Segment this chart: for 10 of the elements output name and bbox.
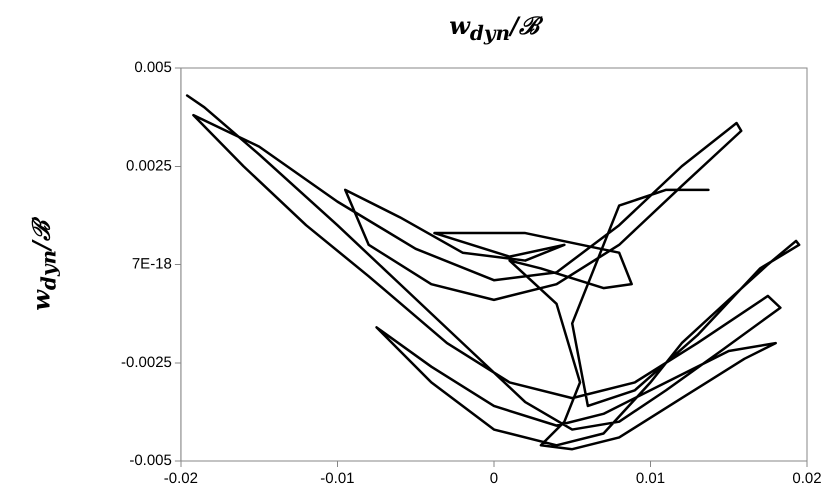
y-tick-label: -0.0025	[121, 354, 172, 371]
y-tick-label: 0.0025	[126, 157, 172, 174]
x-tick-label: 0	[490, 470, 498, 488]
x-tick-label: 0.02	[792, 470, 822, 488]
y-tick-label: -0.005	[129, 452, 172, 470]
x-tick-label: -0.01	[320, 470, 355, 488]
x-tick-label: -0.02	[164, 470, 198, 488]
y-tick-label: 0.005	[134, 59, 172, 76]
y-tick-label: 7E-18	[132, 256, 172, 273]
x-tick-label: 0.01	[636, 470, 666, 488]
